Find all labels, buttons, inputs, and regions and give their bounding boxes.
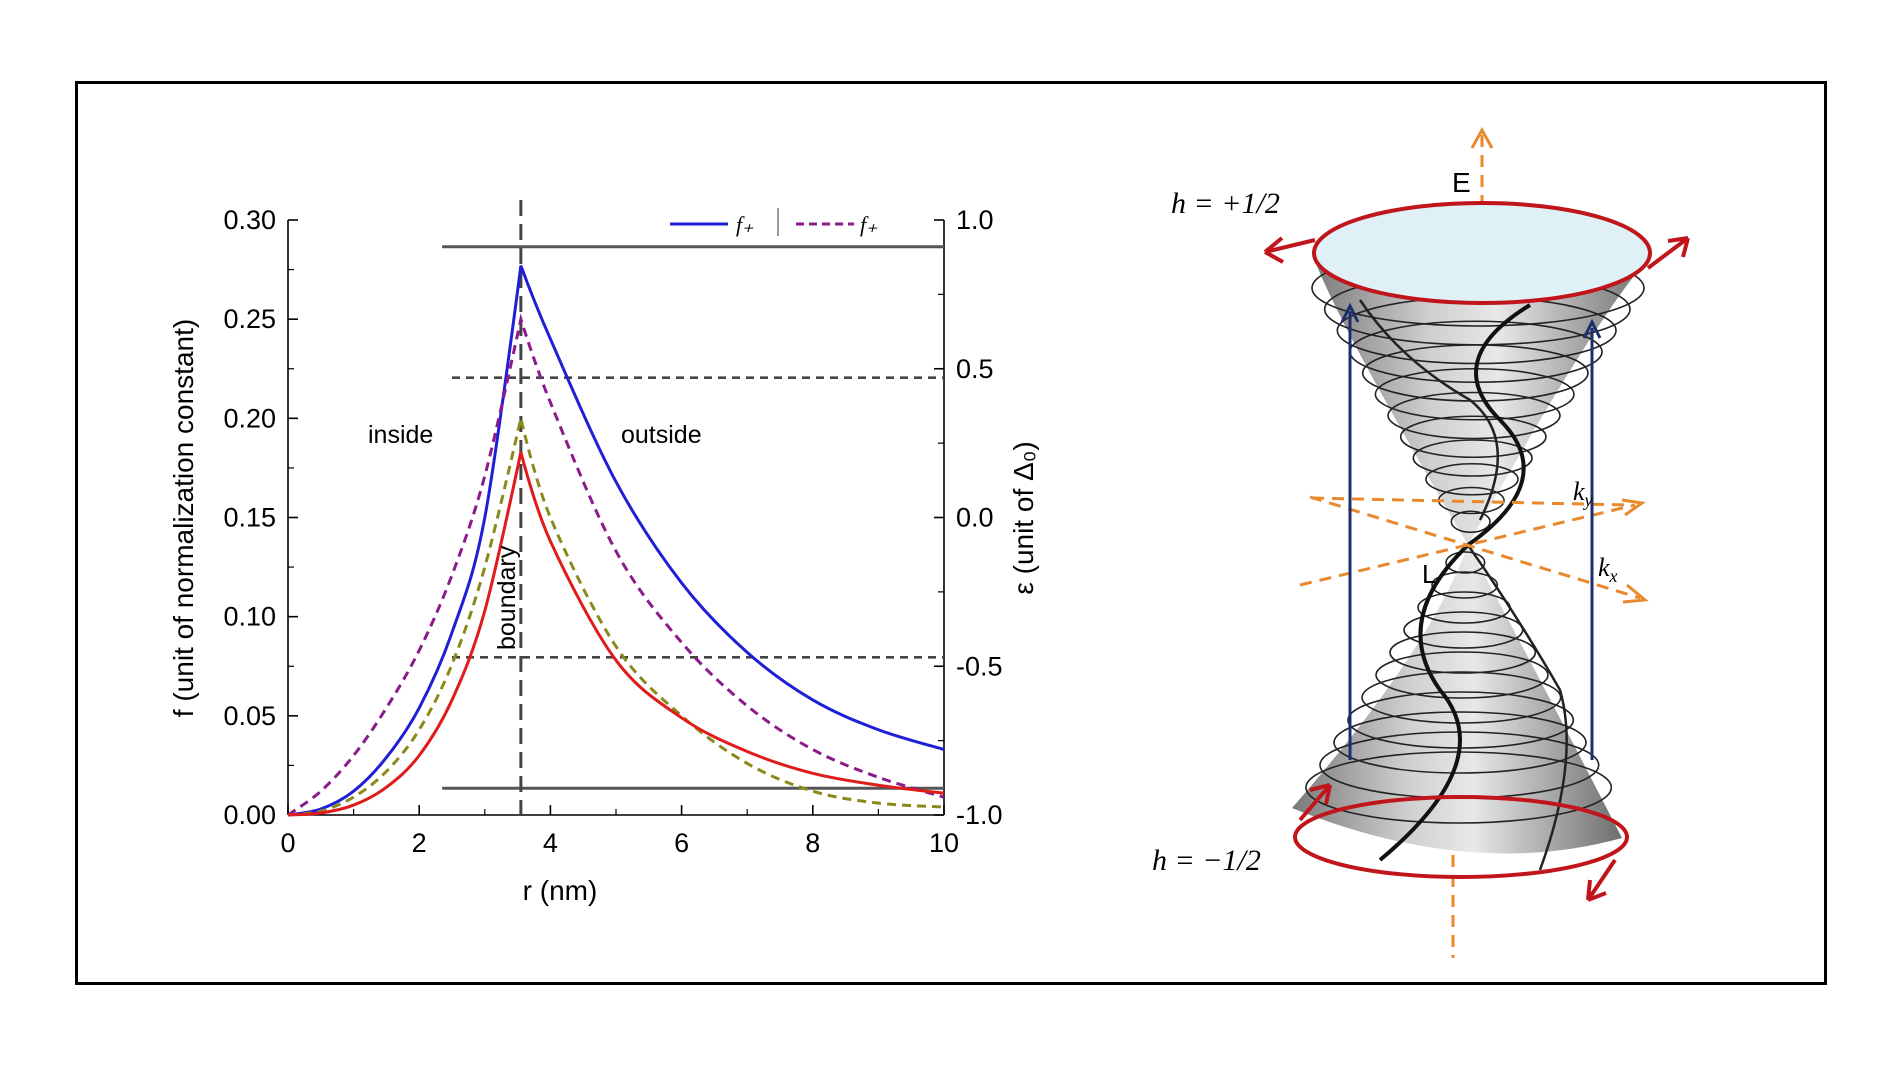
y-tick-label: 0.25 — [223, 304, 276, 334]
ring-upper — [1412, 439, 1533, 477]
y-right-tick-label: 1.0 — [956, 205, 994, 235]
x-tick-label: 10 — [929, 828, 959, 858]
y-right-tick-label: 0.0 — [956, 503, 994, 533]
bottom-rim-arrow-right — [1586, 858, 1617, 902]
label-ky-sub: y — [1583, 490, 1593, 510]
label-ky-main: k — [1573, 477, 1585, 506]
x-tick-label: 0 — [280, 828, 295, 858]
y-axis-label: f (unit of normalization constant) — [168, 319, 199, 717]
top-face — [1312, 201, 1652, 305]
annotation-boundary: boundary — [493, 545, 521, 650]
y-right-tick-label: -0.5 — [956, 651, 1003, 681]
label-kx-sub: x — [1609, 566, 1618, 586]
x-axis-label: r (nm) — [523, 875, 598, 906]
energy-levels — [442, 245, 944, 790]
transition-arrowhead-right — [1582, 318, 1602, 339]
y-right-tick-label: 0.5 — [956, 354, 994, 384]
y-tick-label: 0.00 — [223, 800, 276, 830]
ring-lower — [1431, 571, 1499, 599]
legend: f₊ f₊ — [670, 208, 878, 237]
label-ky: ky — [1573, 477, 1593, 510]
helix-upper-1 — [1466, 303, 1532, 547]
annotation-outside: outside — [621, 421, 702, 449]
y-tick-label: 0.20 — [223, 403, 276, 433]
lower-cone — [1292, 545, 1622, 854]
ring-lower — [1389, 631, 1537, 674]
ky-arrowhead — [1621, 498, 1646, 517]
legend-label-dashed: f₊ — [860, 212, 878, 237]
annotation-inside: inside — [368, 421, 433, 449]
kx-arrowhead — [1622, 583, 1649, 604]
y-right-tick-label: -1.0 — [956, 800, 1003, 830]
y-tick-label: 0.10 — [223, 602, 276, 632]
series-line-2 — [287, 417, 945, 817]
x-tick-label: 6 — [674, 828, 689, 858]
dirac-cone-diagram: h = +1/2 h = −1/2 E L ky kx — [1152, 126, 1690, 958]
y-tick-label: 0.15 — [223, 503, 276, 533]
ring-upper — [1387, 391, 1561, 440]
series-line-0 — [287, 265, 945, 817]
label-kx-main: k — [1598, 553, 1610, 582]
bottom-rim — [1293, 795, 1629, 879]
ring-upper — [1361, 344, 1589, 402]
ky-axis-line — [1299, 503, 1636, 587]
x-tick-label: 8 — [805, 828, 820, 858]
chart-axes — [287, 220, 945, 816]
y-tick-label: 0.30 — [223, 205, 276, 235]
ring-lower — [1333, 711, 1587, 774]
ring-lower — [1375, 651, 1549, 699]
y-axis-right-label: ε (unit of Δ₀) — [1008, 441, 1039, 594]
ring-upper — [1399, 415, 1547, 459]
label-point: L — [1422, 559, 1436, 589]
label-kx: kx — [1598, 553, 1618, 586]
energy-axis-arrowhead — [1470, 126, 1494, 149]
legend-label-solid: f₊ — [736, 212, 754, 237]
x-tick-label: 4 — [543, 828, 558, 858]
y-tick-label: 0.05 — [223, 701, 276, 731]
label-h-minus: h = −1/2 — [1152, 844, 1261, 877]
transition-arrowhead-left — [1340, 302, 1360, 323]
label-h-plus: h = +1/2 — [1171, 187, 1280, 220]
kx-axis-line — [1309, 495, 1641, 600]
axis-ticks: 0 2 4 6 8 10 0.00 0.05 0.10 0.15 0.20 0.25 0.30 -1.0 -… — [223, 205, 1002, 858]
series-line-3 — [287, 451, 945, 817]
ring-upper — [1450, 510, 1491, 534]
chart-series — [287, 265, 945, 817]
label-energy: E — [1452, 167, 1471, 198]
ky-axis — [1311, 496, 1629, 507]
bottom-rim-arrow-left — [1298, 783, 1332, 822]
series-line-1 — [287, 313, 945, 817]
x-tick-label: 2 — [412, 828, 427, 858]
ring-upper — [1425, 462, 1519, 496]
top-rim-arrow-right — [1646, 236, 1690, 270]
helix-upper-2 — [1358, 299, 1499, 521]
top-rim-arrow-left — [1263, 236, 1316, 264]
ring-lower — [1445, 551, 1486, 574]
helix-lower-1 — [1378, 543, 1470, 862]
